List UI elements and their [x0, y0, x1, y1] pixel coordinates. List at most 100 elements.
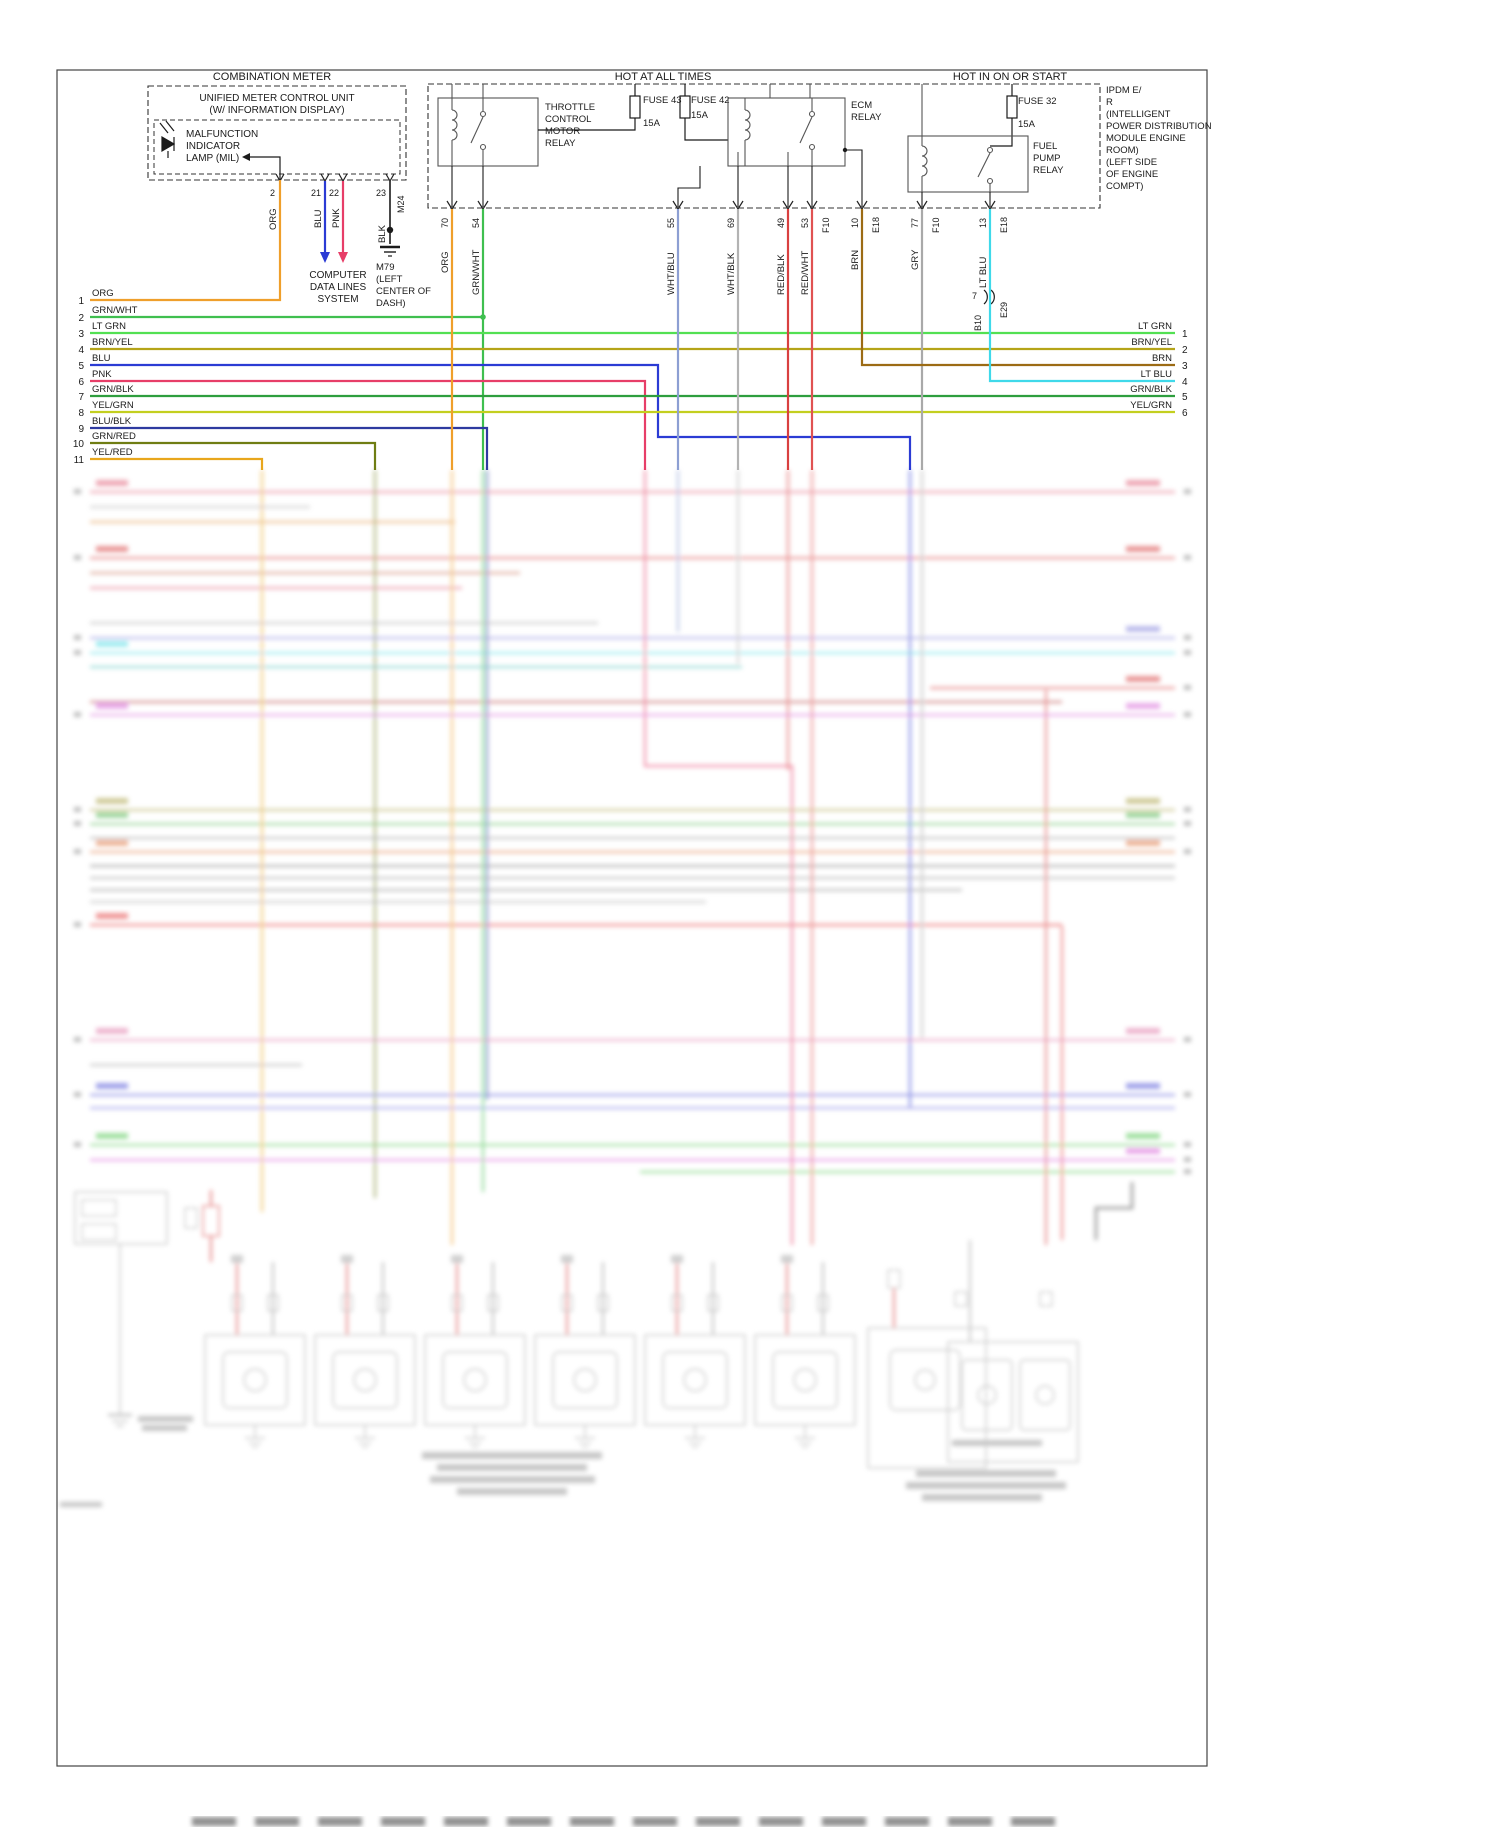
- unified-meter-label-2: (W/ INFORMATION DISPLAY): [209, 105, 344, 116]
- left-wire-label: GRN/RED: [92, 431, 136, 442]
- connector-e18-b: E18: [999, 217, 1009, 233]
- ecm-relay-label-1: ECM: [851, 100, 872, 111]
- ipdm-label-4: MODULE ENGINE: [1106, 133, 1186, 144]
- ground-loc-3: DASH): [376, 298, 406, 309]
- left-wire-num: 2: [78, 313, 84, 324]
- wire-label-red-blk: RED/BLK: [776, 254, 787, 295]
- right-wire-label: GRN/BLK: [1130, 384, 1172, 395]
- left-wire-num: 7: [78, 392, 84, 403]
- left-wire-num: 4: [78, 345, 84, 356]
- mil-label-3: LAMP (MIL): [186, 153, 239, 164]
- pin-53: 53: [800, 218, 810, 228]
- splice-conn-b10: B10: [973, 315, 983, 331]
- left-wire-num: 8: [78, 408, 84, 419]
- left-wire-list: 1 ORG 2 GRN/WHT 3 LT GRN 4 BRN/YEL 5 BLU…: [73, 288, 138, 466]
- blurred-bottom-strip: [192, 1817, 1055, 1826]
- fuse-32-name: FUSE 32: [1018, 96, 1057, 107]
- wire-label-blk-meter: BLK: [377, 224, 388, 243]
- mil-wire: [250, 156, 281, 180]
- ipdm-label-2: (INTELLIGENT: [1106, 109, 1171, 120]
- ecm-relay-label-2: RELAY: [851, 112, 882, 123]
- left-wire-label: YEL/GRN: [92, 400, 134, 411]
- left-wire-label: GRN/WHT: [92, 305, 138, 316]
- wire-label-lt-blu: LT BLU: [978, 257, 989, 288]
- throttle-relay-label-1: THROTTLE: [545, 102, 595, 113]
- ground-symbol-m79: [380, 245, 400, 257]
- left-wire-num: 3: [78, 329, 84, 340]
- fuse-43-symbol: [538, 84, 641, 131]
- wire-label-wht-blk: WHT/BLK: [726, 252, 737, 295]
- combination-meter-box: [147, 85, 407, 181]
- arrow-down-pnk-icon: [338, 252, 348, 263]
- wire-lt-blu-route: [988, 209, 1175, 383]
- right-wire-num: 1: [1182, 329, 1188, 340]
- arrow-down-blu-icon: [320, 252, 330, 263]
- pin-21: 21: [311, 188, 321, 198]
- blurred-text-blocks: [60, 1416, 1066, 1507]
- wire-label-blu-meter: BLU: [313, 209, 324, 228]
- pin-13: 13: [978, 218, 988, 228]
- ecm-relay: [677, 84, 863, 207]
- ipdm-label-0: IPDM E/: [1106, 85, 1142, 96]
- wire-label-brn: BRN: [850, 250, 861, 270]
- wire-label-wht-blu: WHT/BLU: [666, 252, 677, 295]
- right-wire-num: 2: [1182, 345, 1188, 356]
- right-wire-num: 6: [1182, 408, 1188, 419]
- fuel-pump-relay-label-3: RELAY: [1033, 165, 1064, 176]
- connector-m24: M24: [396, 195, 406, 213]
- fuel-pump-relay-label-1: FUEL: [1033, 141, 1057, 152]
- blurred-components: [74, 1182, 1134, 1469]
- pin-70: 70: [440, 218, 450, 228]
- pin-77: 77: [910, 218, 920, 228]
- right-wire-label: LT GRN: [1138, 321, 1172, 332]
- pin-10: 10: [850, 218, 860, 228]
- pin-2: 2: [270, 188, 275, 198]
- mil-label-2: INDICATOR: [186, 141, 240, 152]
- ipdm-label-1: R: [1106, 97, 1113, 108]
- throttle-relay-label-3: MOTOR: [545, 126, 580, 137]
- connector-f10-b: F10: [931, 217, 941, 233]
- left-wire-label: PNK: [92, 369, 112, 380]
- left-wire-label: BLU/BLK: [92, 416, 132, 427]
- cdl-label-1: COMPUTER: [309, 270, 366, 281]
- fuse-32-symbol: [990, 84, 1018, 147]
- ground-loc-1: (LEFT: [376, 274, 403, 285]
- wire-label-org: ORG: [440, 251, 451, 273]
- fuse-43-name: FUSE 43: [643, 95, 682, 106]
- right-wire-label: BRN/YEL: [1131, 337, 1172, 348]
- junction-dot-grn-wht: [480, 314, 486, 320]
- cdl-label-2: DATA LINES: [310, 282, 367, 293]
- throttle-relay: [437, 84, 539, 207]
- right-wire-num: 5: [1182, 392, 1188, 403]
- section-titles: COMBINATION METER HOT AT ALL TIMES HOT I…: [213, 71, 1068, 83]
- pin-69: 69: [726, 218, 736, 228]
- fuse-42-amp: 15A: [691, 110, 709, 121]
- fuel-pump-relay-label-2: PUMP: [1033, 153, 1060, 164]
- ground-dot: [386, 226, 394, 234]
- ipdm-label-8: COMPT): [1106, 181, 1143, 192]
- right-wire-list: LT GRN 1 BRN/YEL 2 BRN 3 LT BLU 4 GRN/BL…: [1130, 321, 1188, 419]
- mil-label-1: MALFUNCTION: [186, 129, 258, 140]
- wire-label-gry: GRY: [910, 249, 921, 270]
- left-wire-num: 1: [78, 296, 84, 307]
- pin-22: 22: [329, 188, 339, 198]
- fuse-32-amp: 15A: [1018, 119, 1036, 130]
- blurred-lower-section: [60, 470, 1191, 1507]
- left-wire-label: BRN/YEL: [92, 337, 133, 348]
- left-wire-num: 9: [78, 424, 84, 435]
- connector-e18-a: E18: [871, 217, 881, 233]
- left-wire-label: GRN/BLK: [92, 384, 134, 395]
- wire-pnk-route: [90, 379, 647, 470]
- splice-pin: 7: [972, 291, 977, 301]
- ipdm-box: [427, 83, 1101, 209]
- ipdm-label-3: POWER DISTRIBUTION: [1106, 121, 1212, 132]
- throttle-relay-label-2: CONTROL: [545, 114, 591, 125]
- pin-23: 23: [376, 188, 386, 198]
- ground-loc-2: CENTER OF: [376, 286, 431, 297]
- ipdm-label-6: (LEFT SIDE: [1106, 157, 1157, 168]
- connector-f10-a: F10: [821, 217, 831, 233]
- right-wire-label: YEL/GRN: [1130, 400, 1172, 411]
- hot-at-all-times-title: HOT AT ALL TIMES: [615, 71, 712, 83]
- left-wire-label: ORG: [92, 288, 114, 299]
